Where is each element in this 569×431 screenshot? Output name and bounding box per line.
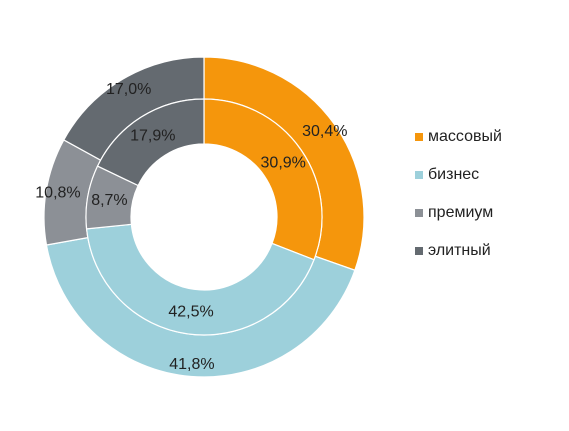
legend-label-premium: премиум: [428, 204, 494, 221]
inner-label-premium: 8,7%: [91, 192, 127, 209]
legend-label-elitny: элитный: [428, 242, 491, 259]
inner-slice-massovy: [203, 98, 323, 261]
legend-label-biznes: бизнес: [428, 166, 480, 183]
legend-swatch-biznes: [415, 171, 423, 179]
inner-label-biznes: 42,5%: [168, 304, 213, 321]
outer-label-premium: 10,8%: [35, 184, 80, 201]
legend-swatch-premium: [415, 209, 423, 217]
legend: массовый бизнес премиум элитный: [415, 126, 502, 262]
inner-slice-biznes: [85, 223, 315, 336]
legend-label-massovy: массовый: [428, 128, 502, 145]
inner-label-massovy: 30,9%: [261, 154, 306, 171]
legend-item-premium: премиум: [415, 202, 502, 224]
legend-item-elitny: элитный: [415, 240, 502, 262]
outer-label-massovy: 30,4%: [302, 123, 347, 140]
outer-label-elitny: 17,0%: [106, 81, 151, 98]
inner-slice-elitny: [96, 98, 205, 187]
legend-swatch-massovy: [415, 133, 423, 141]
legend-item-massovy: массовый: [415, 126, 502, 148]
legend-item-biznes: бизнес: [415, 164, 502, 186]
outer-label-biznes: 41,8%: [169, 356, 214, 373]
legend-swatch-elitny: [415, 247, 423, 255]
inner-label-elitny: 17,9%: [130, 127, 175, 144]
